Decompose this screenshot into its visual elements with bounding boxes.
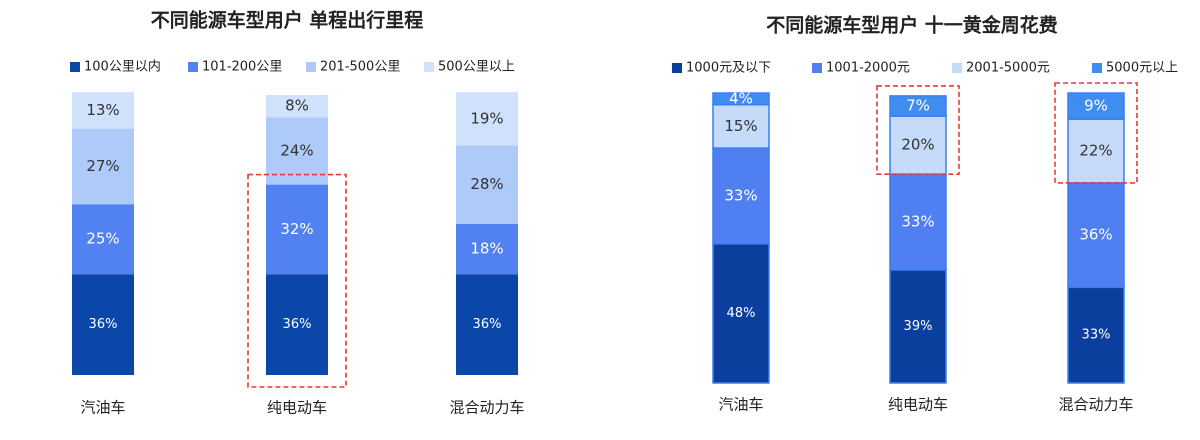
value-label: 33% [1082,328,1111,343]
legend-swatch [812,63,822,73]
value-label: 19% [470,109,503,127]
bar-segment [456,145,518,224]
value-label: 33% [724,186,757,204]
legend-label: 2001-5000元 [966,61,1050,76]
legend-label: 5000元以上 [1106,61,1178,76]
highlight-box [247,173,347,388]
bar-segment [72,128,134,205]
bar-segment [266,95,328,118]
bar-segment [712,243,770,384]
bar-segment [1067,118,1125,184]
bar-segment [1067,92,1125,120]
legend-label: 1000元及以下 [686,61,771,76]
bar-segment [889,115,947,175]
legend-label: 201-500公里 [320,60,400,75]
x-tick-label: 汽油车 [718,396,763,414]
bar-segment [456,92,518,146]
bar-segment [889,95,947,117]
value-label: 7% [906,97,930,115]
bar-segment [712,92,770,106]
value-label: 36% [283,317,312,332]
value-label: 20% [901,136,934,154]
legend-swatch [70,62,80,72]
bar-segment [712,147,770,245]
highlight-box [876,85,960,176]
value-label: 28% [470,175,503,193]
bar-segment [72,274,134,375]
x-tick-label: 混合动力车 [1058,396,1133,414]
value-label: 48% [727,306,756,321]
value-label: 13% [86,101,119,119]
value-label: 36% [89,317,118,332]
x-tick-label: 纯电动车 [888,396,948,414]
bar-segment [712,103,770,149]
legend-label: 1001-2000元 [826,61,910,76]
value-label: 9% [1084,97,1108,115]
legend-swatch [306,62,316,72]
bar-segment [72,204,134,275]
value-label: 4% [729,89,753,107]
value-label: 24% [280,142,313,160]
legend-swatch [952,63,962,73]
legend-swatch [424,62,434,72]
bar-segment [456,274,518,375]
value-label: 15% [724,117,757,135]
bar-segment [72,92,134,129]
bar-segment [889,269,947,384]
x-tick-label: 纯电动车 [267,399,327,417]
chart-title: 不同能源车型用户 单程出行里程 [151,9,424,32]
value-label: 22% [1079,142,1112,160]
value-label: 33% [901,213,934,231]
bar-segment [266,117,328,185]
bar-segment [889,173,947,271]
legend-label: 500公里以上 [438,60,515,75]
value-label: 36% [1079,226,1112,244]
value-label: 36% [473,317,502,332]
bar-segment [456,223,518,275]
legend-swatch [1092,63,1102,73]
value-label: 25% [86,230,119,248]
value-label: 18% [470,240,503,258]
chart-title: 不同能源车型用户 十一黄金周花费 [766,14,1058,37]
value-label: 39% [904,319,933,334]
value-label: 32% [280,220,313,238]
highlight-box [1054,82,1138,184]
x-tick-label: 汽油车 [80,399,125,417]
legend-label: 101-200公里 [202,60,282,75]
legend-swatch [188,62,198,72]
bar-segment [266,274,328,375]
value-label: 8% [285,97,309,115]
value-label: 27% [86,157,119,175]
x-tick-label: 混合动力车 [449,399,524,417]
bar-segment [266,184,328,275]
legend-label: 100公里以内 [84,59,161,75]
legend-swatch [672,63,682,73]
